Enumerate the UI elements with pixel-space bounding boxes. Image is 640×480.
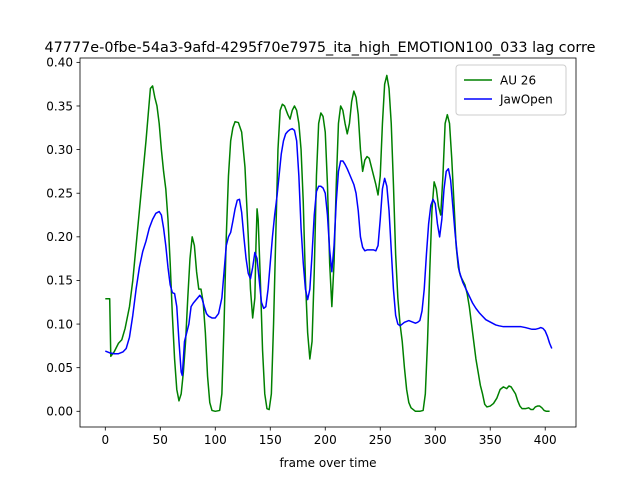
- x-axis-label: frame over time: [279, 456, 376, 470]
- legend-label: JawOpen: [499, 92, 553, 106]
- series-line-au-26: [105, 74, 550, 413]
- y-axis: 0.00 0.05 0.10 0.15 0.20 0.25 0.30 0.35 0.40: [46, 56, 80, 419]
- y-tick-label: 0.05: [46, 361, 73, 375]
- plot-area: [79, 57, 577, 428]
- y-tick-label: 0.10: [46, 317, 73, 331]
- x-tick-label: 300: [424, 433, 447, 447]
- x-tick-label: 50: [153, 433, 168, 447]
- chart-title: 47777e-0fbe-54a3-9afd-4295f70e7975_ita_h…: [45, 40, 596, 56]
- y-tick-label: 0.00: [46, 405, 73, 419]
- legend-label: AU 26: [500, 73, 536, 87]
- x-tick-label: 250: [369, 433, 392, 447]
- legend: AU 26 JawOpen: [455, 64, 567, 116]
- y-tick-label: 0.20: [46, 230, 73, 244]
- legend-box: [455, 64, 567, 116]
- x-tick-label: 400: [534, 433, 557, 447]
- y-tick-label: 0.35: [46, 99, 73, 113]
- x-tick-label: 150: [259, 433, 282, 447]
- x-tick-label: 200: [314, 433, 337, 447]
- axes-frame: [79, 57, 577, 428]
- y-tick-label: 0.40: [46, 56, 73, 70]
- x-axis: 0 50 100 150 200 250 300 350 400: [101, 427, 557, 447]
- y-tick-label: 0.30: [46, 143, 73, 157]
- y-tick-label: 0.25: [46, 187, 73, 201]
- x-tick-label: 350: [479, 433, 502, 447]
- x-tick-label: 100: [204, 433, 227, 447]
- y-tick-label: 0.15: [46, 274, 73, 288]
- x-tick-label: 0: [101, 433, 109, 447]
- series-line-jawopen: [105, 127, 553, 377]
